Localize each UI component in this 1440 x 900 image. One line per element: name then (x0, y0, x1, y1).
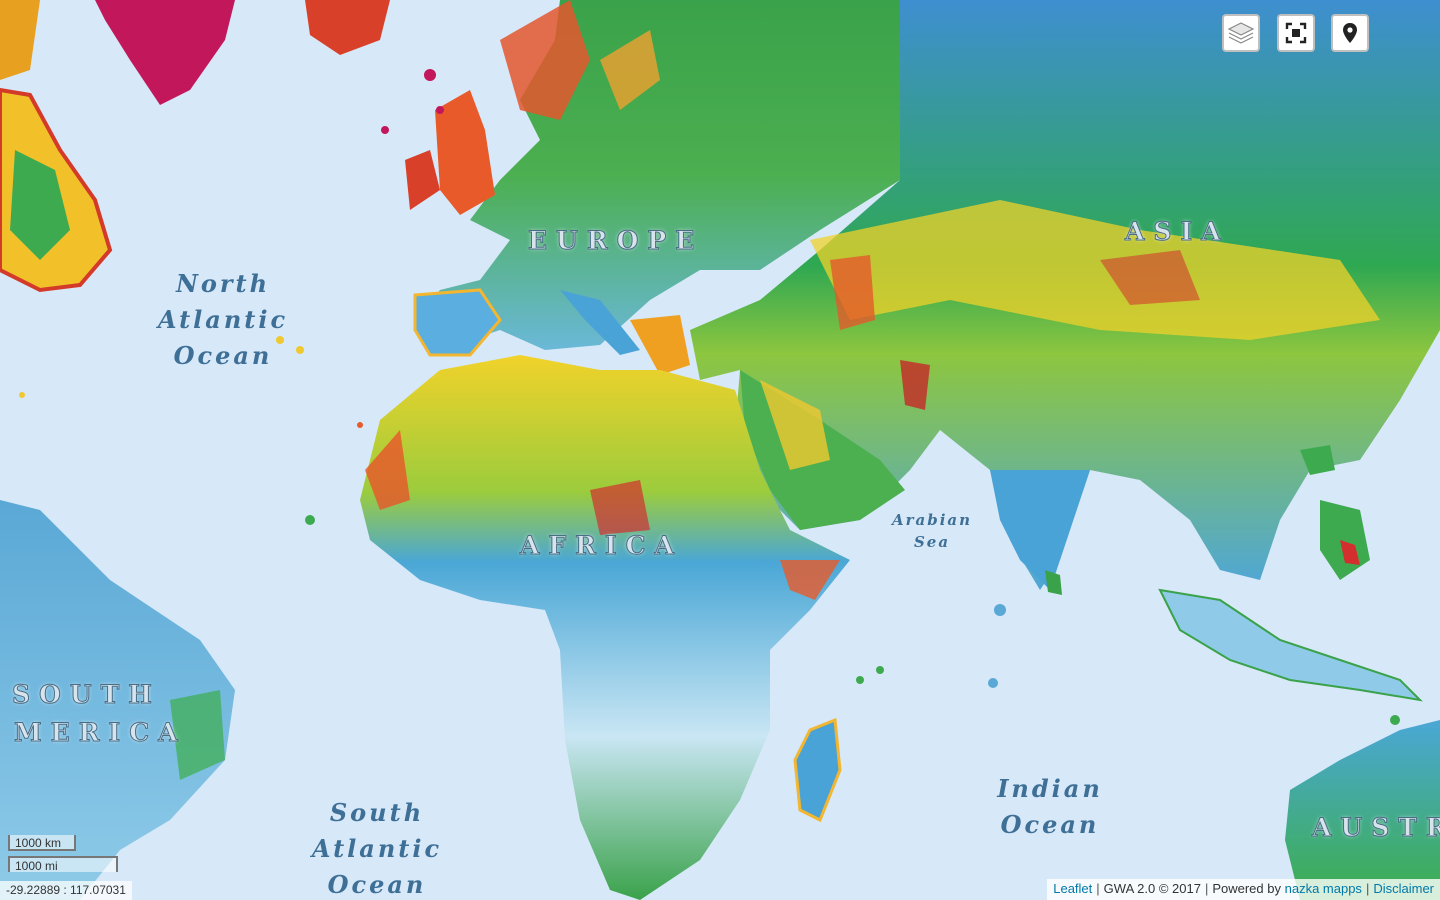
greenland-shape (95, 0, 235, 105)
australia-shape (1285, 720, 1440, 900)
britain-shape (435, 90, 495, 215)
disclaimer-link[interactable]: Disclaimer (1373, 881, 1434, 896)
asia-label: ASIA (1125, 217, 1230, 246)
iceland-shape (305, 0, 390, 55)
australia-label: AUSTR (1312, 813, 1440, 842)
south-america-label-line1: SOUTH (12, 680, 161, 709)
arabian-sea-label: Arabian Sea (891, 511, 973, 551)
fullscreen-button[interactable] (1277, 14, 1315, 52)
africa-shape (360, 355, 850, 900)
africa-label: AFRICA (520, 531, 683, 560)
nazka-link[interactable]: nazka mapps (1284, 881, 1362, 896)
south-america-shape (0, 500, 235, 900)
leaflet-link[interactable]: Leaflet (1053, 881, 1093, 896)
attribution: Leaflet | GWA 2.0 © 2017 | Powered by nazka … (1047, 879, 1440, 900)
map-marker-icon (1343, 23, 1357, 43)
layers-button[interactable] (1222, 14, 1260, 52)
indian-ocean-label: Indian Ocean (997, 774, 1103, 839)
scale-imperial: 1000 mi (8, 856, 118, 873)
madagascar-shape (793, 717, 842, 823)
gwa-copyright: GWA 2.0 © 2017 (1103, 881, 1201, 896)
north-atlantic-label: North Atlantic Ocean (157, 269, 289, 370)
mouse-coordinates: -29.22889 : 117.07031 (0, 881, 132, 900)
europe-label: EUROPE (527, 226, 704, 255)
locate-button[interactable] (1331, 14, 1369, 52)
south-america-label-line2: MERICA (14, 718, 187, 747)
powered-by-text: Powered by (1212, 881, 1281, 896)
scale-metric: 1000 km (8, 835, 76, 851)
layers-icon (1227, 22, 1255, 44)
fullscreen-icon (1285, 22, 1307, 44)
south-atlantic-label: South Atlantic Ocean (311, 798, 443, 899)
